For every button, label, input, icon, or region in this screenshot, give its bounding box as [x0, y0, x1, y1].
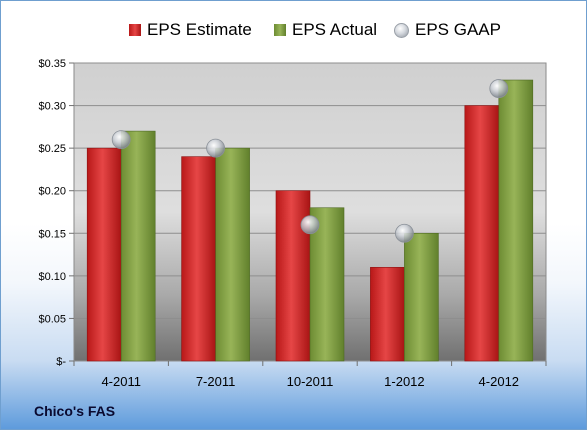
bar-actual: [498, 79, 534, 362]
y-tick-label: $0.05: [38, 313, 66, 325]
bar-estimate: [86, 147, 122, 362]
company-name: Chico's FAS: [34, 403, 116, 419]
y-tick-label: $0.30: [38, 101, 66, 113]
x-tick-label: 4-2011: [101, 374, 141, 389]
gaap-point: [394, 223, 414, 243]
y-tick-label: $0.15: [38, 228, 66, 240]
gaap-point: [300, 215, 320, 235]
bar-actual: [309, 207, 345, 362]
gaap-point: [206, 138, 226, 158]
bar-estimate: [181, 156, 216, 362]
legend-label-estimate: EPS Estimate: [147, 20, 252, 39]
bar-estimate: [370, 267, 405, 362]
bar-actual: [215, 147, 250, 362]
bar-estimate: [464, 105, 500, 362]
legend-swatch-actual: [274, 24, 286, 36]
gaap-point: [489, 79, 509, 98]
bar-actual: [120, 130, 156, 362]
x-tick-label: 1-2012: [384, 374, 424, 389]
gaap-point: [111, 130, 131, 150]
legend-label-gaap: EPS GAAP: [415, 20, 501, 39]
bar-actual: [404, 232, 439, 362]
legend-item-gaap: EPS GAAP: [394, 19, 501, 41]
y-tick-label: $0.10: [38, 271, 66, 283]
legend-label-actual: EPS Actual: [292, 20, 378, 39]
y-tick-label: $0.20: [38, 186, 66, 198]
x-tick-label: 7-2011: [196, 374, 236, 389]
x-tick-label: 10-2011: [287, 374, 334, 389]
y-tick-label: $-: [56, 356, 66, 368]
legend-item-estimate: EPS Estimate: [129, 19, 252, 41]
bar-estimate: [275, 190, 311, 362]
legend: EPS Estimate EPS Actual EPS GAAP: [1, 1, 586, 51]
legend-swatch-gaap: [394, 22, 409, 38]
x-tick-label: 4-2012: [479, 374, 519, 389]
legend-swatch-estimate: [129, 24, 141, 36]
y-tick-label: $0.35: [38, 58, 66, 70]
legend-item-actual: EPS Actual: [274, 19, 377, 41]
y-tick-label: $0.25: [38, 143, 66, 155]
